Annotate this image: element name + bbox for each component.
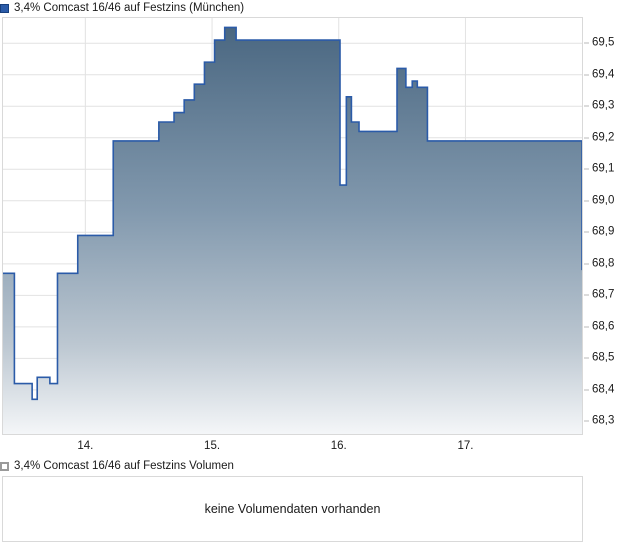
x-axis-label: 15. [204,440,221,452]
y-tick-mark [584,137,589,139]
y-axis-label: 68,9 [592,225,615,238]
y-tick-mark [584,42,589,44]
volume-chart-plot-area: keine Volumendaten vorhanden [2,476,583,542]
y-axis-label: 69,0 [592,194,615,207]
x-axis: 14. 15. 16. 17. [2,435,583,455]
y-axis-label: 68,8 [592,257,615,270]
y-axis-label: 68,7 [592,288,615,301]
price-step-line [3,26,582,401]
y-axis-label: 68,3 [592,414,615,427]
y-tick-mark [584,200,589,202]
price-series-legend-label: 3,4% Comcast 16/46 auf Festzins (München… [14,2,245,14]
y-axis-label: 69,4 [592,67,615,80]
x-axis-label: 14. [77,440,94,452]
y-tick-mark [584,326,589,328]
y-tick-mark [584,294,589,296]
volume-series-legend-label: 3,4% Comcast 16/46 auf Festzins Volumen [14,460,234,472]
y-tick-mark [584,74,589,76]
x-axis-label: 16. [330,440,347,452]
volume-empty-message: keine Volumendaten vorhanden [204,502,381,516]
y-axis-label: 68,5 [592,351,615,364]
volume-series-legend[interactable]: 3,4% Comcast 16/46 auf Festzins Volumen [0,459,234,473]
y-axis-label: 69,3 [592,99,615,112]
y-axis-label: 69,1 [592,162,615,175]
price-chart-plot-area[interactable] [2,17,583,435]
y-axis-label: 68,6 [592,320,615,333]
y-tick-mark [584,231,589,233]
filled-square-icon [0,3,9,13]
y-tick-mark [584,263,589,265]
y-tick-mark [584,168,589,170]
hollow-square-icon [0,461,9,471]
y-axis: 69,5 69,4 69,3 69,2 69,1 69,0 68,9 68,8 68,7 68,6… [584,17,620,435]
x-axis-label: 17. [457,440,474,452]
y-axis-label: 69,2 [592,131,615,143]
y-tick-mark [584,105,589,107]
y-axis-label: 68,4 [592,383,615,396]
price-area-chart [3,18,582,434]
y-tick-mark [584,389,589,391]
y-tick-mark [584,357,589,359]
price-area-fill [3,27,582,434]
price-series-legend[interactable]: 3,4% Comcast 16/46 auf Festzins (München… [0,1,244,15]
y-axis-label: 69,5 [592,36,615,49]
y-tick-mark [584,420,589,422]
